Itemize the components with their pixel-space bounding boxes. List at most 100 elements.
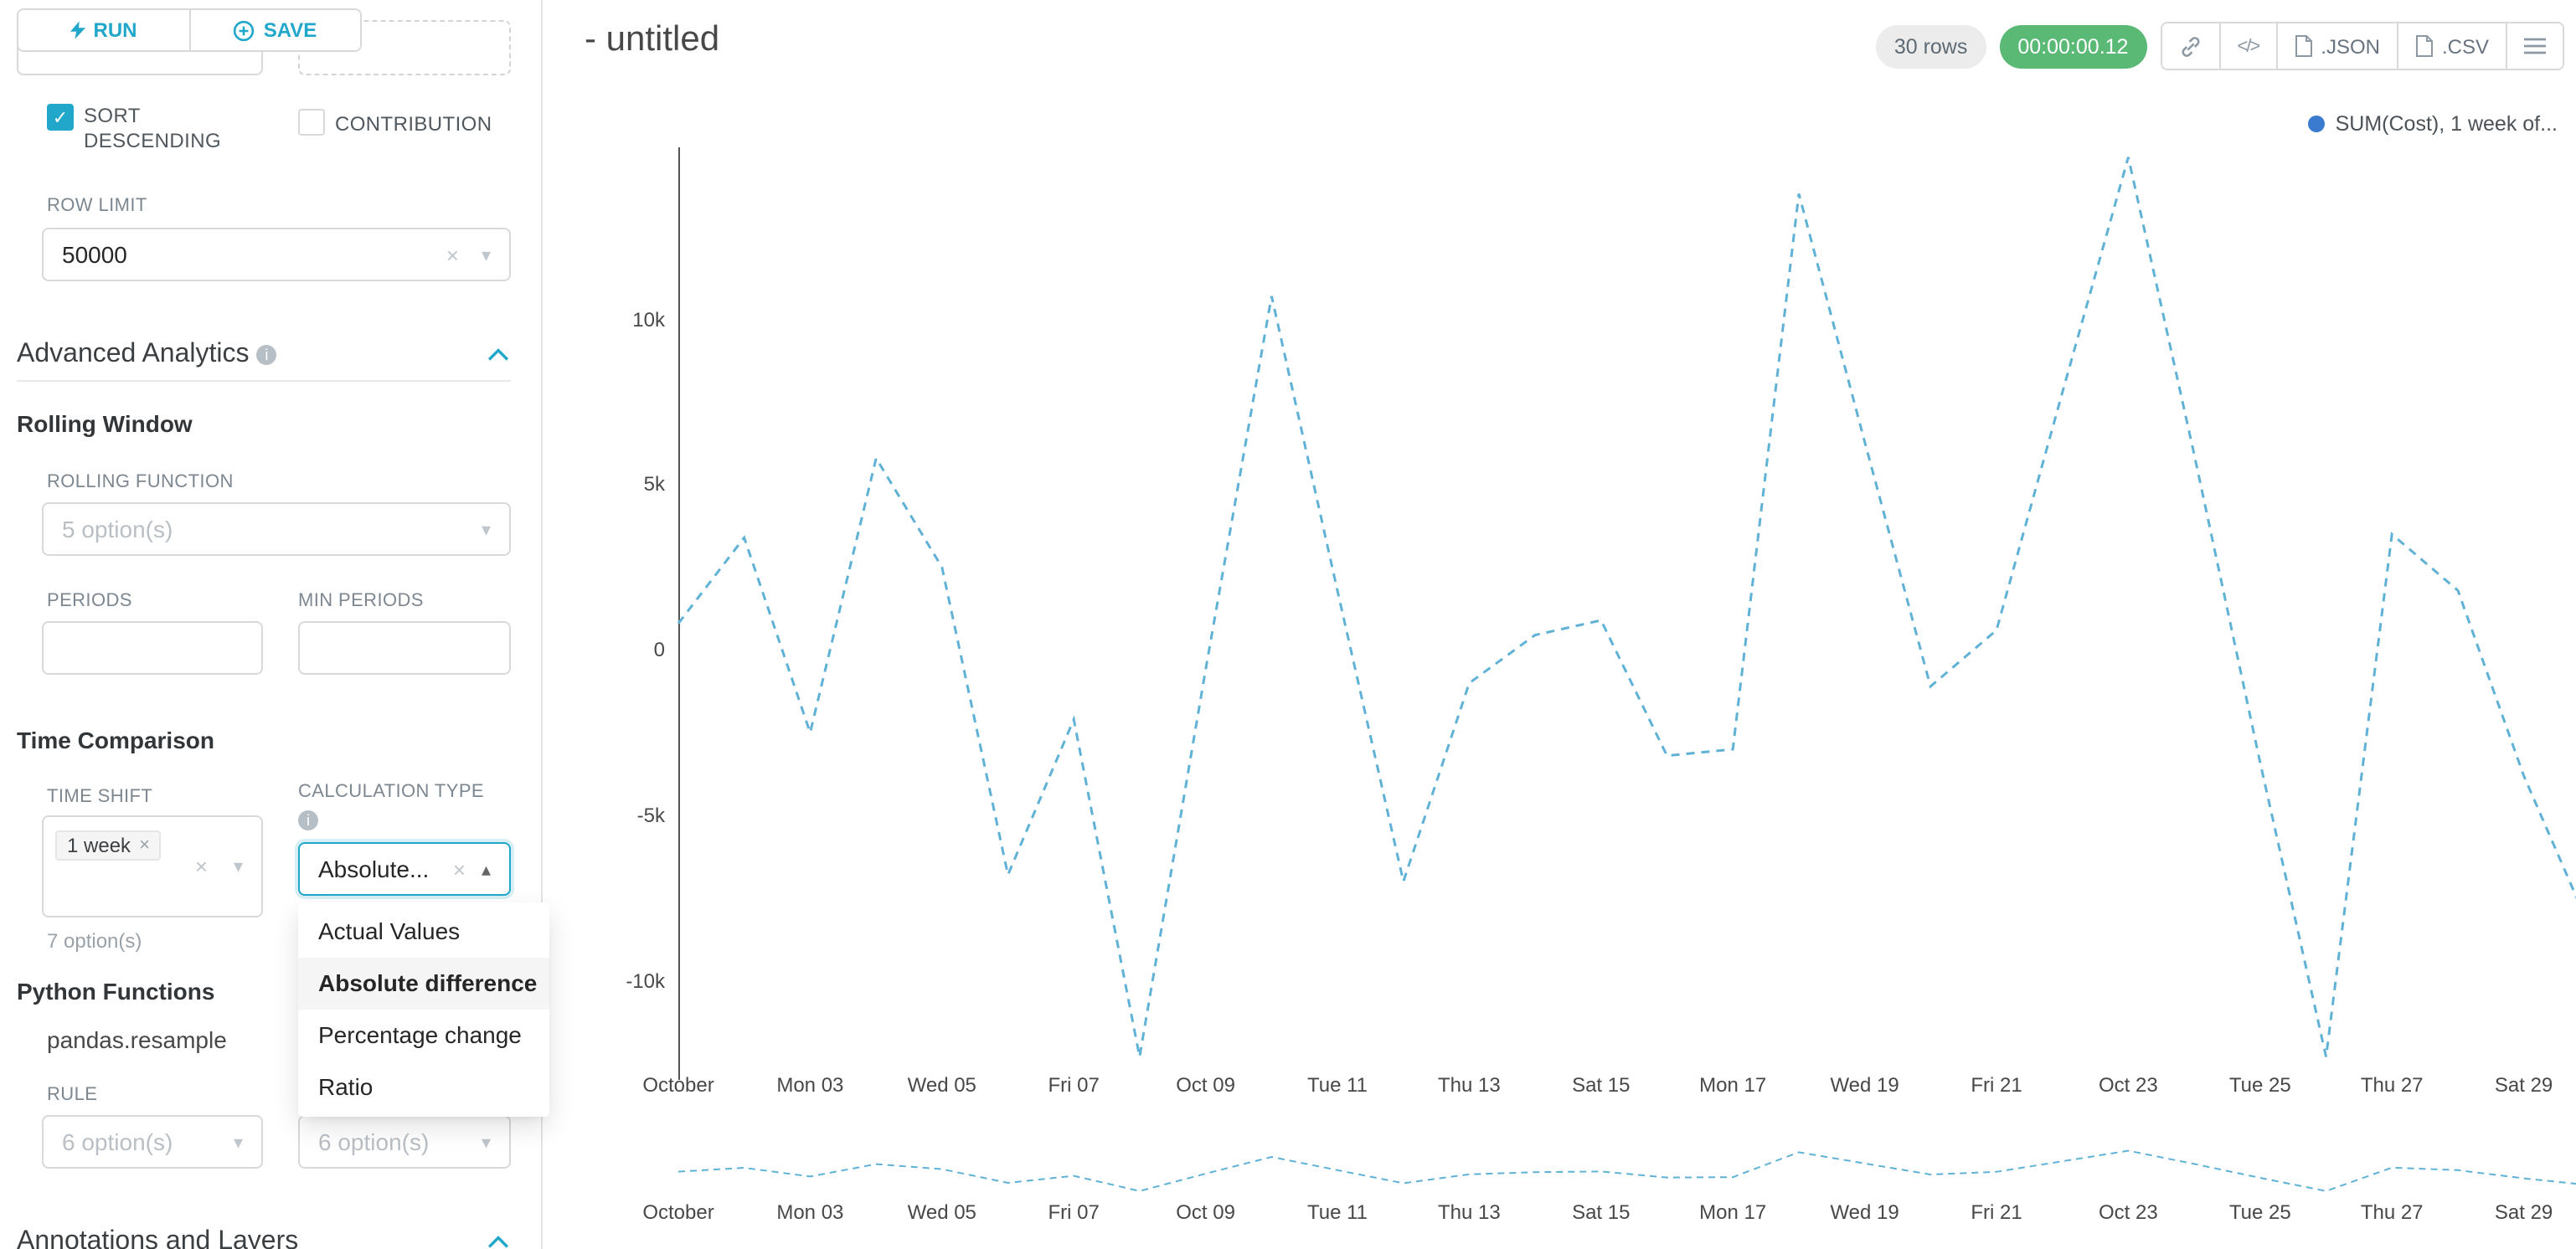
row-limit-label: ROW LIMIT — [47, 196, 147, 216]
embed-code-button[interactable]: </> — [2218, 23, 2276, 69]
advanced-analytics-header[interactable]: Advanced Analytics i — [17, 340, 277, 370]
sort-descending-checkbox[interactable]: ✓ — [47, 104, 74, 131]
sort-descending-label: SORT DESCENDING — [84, 104, 222, 152]
link-icon — [2181, 36, 2199, 56]
calculation-type-value: Absolute... — [318, 856, 430, 882]
legend-label: SUM(Cost), 1 week of... — [2335, 112, 2558, 136]
y-axis-tick-label: -5k — [636, 803, 665, 827]
calculation-type-select[interactable]: Absolute... × ▴ — [298, 842, 511, 896]
row-limit-select[interactable]: 50000 × ▾ — [42, 228, 511, 281]
chevron-down-icon: ▾ — [481, 521, 491, 541]
run-save-button-group: RUN SAVE — [17, 8, 362, 52]
x-axis-tick-label: Wed 05 — [907, 1200, 976, 1224]
row-count-badge: 30 rows — [1875, 24, 1986, 68]
query-timer-badge: 00:00:00.12 — [1999, 24, 2147, 68]
chart-menu-button[interactable] — [2506, 23, 2563, 69]
calculation-type-label: CALCULATION TYPE — [298, 782, 484, 802]
section-divider — [17, 380, 511, 382]
chart-header-actions: 30 rows 00:00:00.12 </> .JSON .CSV — [1875, 22, 2564, 70]
time-shift-tag: 1 week × — [55, 830, 162, 861]
chart-title[interactable]: - untitled — [585, 20, 720, 59]
min-periods-input[interactable] — [298, 621, 511, 675]
save-button-label: SAVE — [263, 18, 317, 42]
run-button[interactable]: RUN — [18, 10, 188, 50]
rolling-window-title: Rolling Window — [17, 410, 193, 437]
x-axis-tick-label: Oct 09 — [1176, 1073, 1235, 1097]
periods-label: PERIODS — [47, 591, 132, 611]
x-axis-tick-label: Tue 25 — [2228, 1073, 2291, 1097]
x-axis-tick-label: Fri 21 — [1971, 1200, 2022, 1224]
calculation-type-option[interactable]: Ratio — [318, 1073, 374, 1100]
calculation-type-dropdown-menu: Actual Values Absolute difference Percenta… — [298, 902, 549, 1117]
y-axis-tick-label: 5k — [643, 472, 665, 496]
x-axis-tick-label: Sat 29 — [2494, 1073, 2553, 1097]
mini-series-line — [677, 1149, 2576, 1192]
x-axis-tick-label: Mon 03 — [776, 1073, 844, 1097]
clear-icon[interactable]: × — [194, 854, 208, 879]
main-series-line — [677, 157, 2576, 1057]
x-axis-tick-label: October — [642, 1073, 714, 1097]
mini-chart-x-axis-labels: October Mon 03 Wed 05 Fri 07 Oct 09 Tue 11 Thu… — [543, 1200, 2576, 1227]
export-csv-button[interactable]: .CSV — [2396, 23, 2506, 69]
x-axis-tick-label: Thu 13 — [1438, 1200, 1501, 1224]
x-axis-tick-label: Mon 17 — [1699, 1200, 1767, 1224]
periods-input[interactable] — [42, 621, 263, 675]
chevron-up-icon[interactable] — [487, 348, 509, 362]
y-axis-tick-label: -10k — [626, 969, 665, 993]
chart-panel: - untitled 30 rows 00:00:00.12 </> .JSON… — [541, 0, 2576, 1249]
resample-method-select[interactable]: 6 option(s) ▾ — [298, 1115, 511, 1169]
python-functions-title: Python Functions — [17, 978, 215, 1005]
x-axis-tick-label: Wed 19 — [1830, 1200, 1899, 1224]
x-axis-tick-label: Fri 07 — [1048, 1073, 1100, 1097]
export-json-button[interactable]: .JSON — [2275, 23, 2397, 69]
annotations-layers-title[interactable]: Annotations and Layers — [17, 1227, 299, 1249]
x-axis-tick-label: Tue 11 — [1306, 1200, 1368, 1224]
rule-select[interactable]: 6 option(s) ▾ — [42, 1115, 263, 1169]
control-panel: × ▾ RUN SAVE ✓ SORT DESCENDING CONTRIBUT… — [0, 0, 549, 1249]
pandas-resample-label: pandas.resample — [47, 1026, 227, 1053]
resample-method-placeholder: 6 option(s) — [318, 1128, 430, 1155]
tag-close-icon[interactable]: × — [139, 835, 150, 856]
x-axis-tick-label: Wed 05 — [907, 1073, 976, 1097]
contribution-label: CONTRIBUTION — [335, 112, 492, 136]
y-axis-tick-label: 0 — [653, 638, 665, 662]
rolling-function-placeholder: 5 option(s) — [62, 516, 173, 542]
y-axis-line — [678, 147, 680, 1080]
time-comparison-title: Time Comparison — [17, 727, 214, 753]
plus-circle-icon — [234, 19, 255, 41]
legend-dot-icon — [2308, 116, 2326, 132]
save-button[interactable]: SAVE — [188, 10, 360, 50]
x-axis-tick-label: Wed 19 — [1830, 1073, 1899, 1097]
copy-link-button[interactable] — [2161, 23, 2219, 69]
chart-legend[interactable]: SUM(Cost), 1 week of... — [2308, 112, 2558, 136]
x-axis-tick-label: Sat 29 — [2494, 1200, 2553, 1224]
chevron-up-icon[interactable] — [487, 1236, 509, 1249]
clear-icon[interactable]: × — [446, 243, 459, 268]
rule-label: RULE — [47, 1085, 98, 1105]
chevron-down-icon: ▾ — [481, 1133, 491, 1154]
x-axis-tick-label: Mon 17 — [1699, 1073, 1767, 1097]
info-icon: i — [298, 810, 318, 830]
file-icon — [2415, 35, 2433, 57]
chevron-up-icon: ▴ — [481, 861, 491, 881]
x-axis-tick-label: Tue 11 — [1306, 1073, 1368, 1097]
line-chart[interactable] — [543, 0, 2576, 1249]
x-axis-tick-label: Tue 25 — [2228, 1200, 2291, 1224]
x-axis-tick-label: Fri 07 — [1048, 1200, 1100, 1224]
time-shift-select[interactable]: 1 week × × ▾ — [42, 815, 263, 917]
x-axis-tick-label: October — [642, 1200, 714, 1224]
time-shift-helper: 7 option(s) — [47, 929, 142, 953]
lightning-icon — [70, 21, 85, 39]
calculation-type-option[interactable]: Percentage change — [318, 1021, 522, 1048]
clear-icon[interactable]: × — [452, 857, 466, 882]
calculation-type-option[interactable]: Actual Values — [318, 917, 461, 944]
rolling-function-select[interactable]: 5 option(s) ▾ — [42, 502, 511, 556]
rule-placeholder: 6 option(s) — [62, 1128, 173, 1155]
calculation-type-option[interactable]: Absolute difference — [298, 958, 549, 1010]
export-button-group: </> .JSON .CSV — [2160, 22, 2564, 70]
contribution-checkbox[interactable] — [298, 109, 325, 136]
advanced-analytics-title: Advanced Analytics — [17, 340, 250, 368]
min-periods-label: MIN PERIODS — [298, 591, 424, 611]
x-axis-tick-label: Mon 03 — [776, 1200, 844, 1224]
code-icon: </> — [2237, 36, 2260, 56]
